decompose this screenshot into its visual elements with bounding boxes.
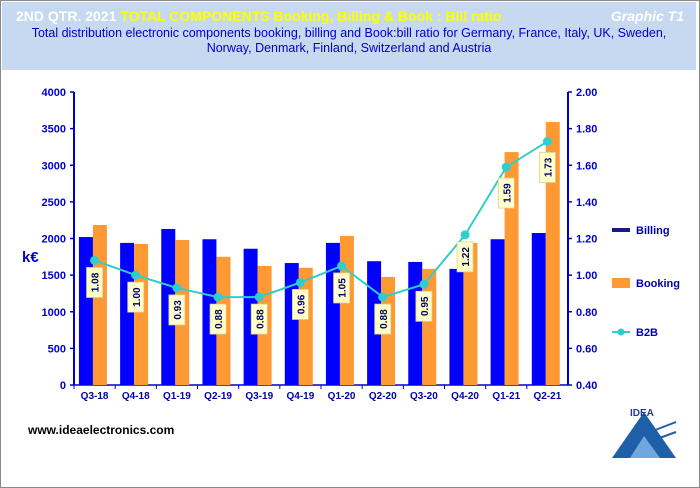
b2b-label-box [168,294,186,326]
y2-tick-label: 2.00 [576,87,597,99]
b2b-point [295,277,305,287]
y2-tick-label: 0.60 [576,343,597,355]
b2b-data-label: 1.59 [502,183,513,203]
b2b-label-box [250,303,268,335]
b2b-label-box [456,241,474,273]
y-tick-label: 1000 [42,307,66,319]
y-tick-label: 2000 [42,234,66,246]
logo-text: IDEA [630,408,654,419]
billing-bar [161,228,176,385]
subtitle-line-2: Norway, Denmark, Finland, Switzerland an… [206,41,492,55]
header: 2ND QTR. 2021 TOTAL COMPONENTS Booking, … [2,2,696,70]
x-tick-label: Q3-19 [245,391,273,402]
b2b-data-label: 0.96 [296,294,307,314]
x-tick-label: Q4-18 [122,391,150,402]
title-prefix: 2ND QTR. 2021 [16,8,117,24]
x-tick-label: Q1-21 [492,391,520,402]
b2b-label-box [292,289,309,320]
b2b-line [94,140,548,299]
b2b-label-box [374,303,392,335]
booking-bar [504,152,519,385]
x-tick-label: Q3-18 [81,391,109,402]
b2b-point [131,270,141,280]
billing-bar [531,233,546,385]
booking-bar [463,242,478,385]
legend-label: Billing [636,225,670,237]
b2b-point [337,261,347,271]
b2b-point [254,292,264,302]
y-tick-label: 3000 [42,160,66,172]
b2b-label-box [415,290,433,322]
b2b-data-label: 0.93 [173,300,184,320]
x-tick-label: Q1-19 [163,391,191,402]
subtitle: Total distribution electronic components… [2,26,696,56]
booking-bar [92,224,107,385]
billing-bar [408,261,423,385]
b2b-data-label: 0.88 [214,309,225,329]
x-tick-label: Q2-21 [534,391,562,402]
b2b-data-label: 0.88 [255,309,266,329]
y2-tick-label: 1.40 [576,197,597,209]
x-tick-label: Q2-20 [369,391,397,402]
booking-bar [545,122,560,385]
chart-title: 2ND QTR. 2021 TOTAL COMPONENTS Booking, … [16,8,501,24]
legend-booking-swatch [612,278,630,288]
y2-tick-label: 1.60 [576,160,597,172]
y-tick-label: 3500 [42,124,66,136]
y-tick-label: 500 [48,343,66,355]
y2-tick-label: 0.80 [576,307,597,319]
legend-b2b-marker [617,328,625,336]
b2b-point [460,230,470,240]
legend-label: B2B [636,327,658,339]
b2b-data-label: 1.08 [91,272,102,292]
b2b-data-label: 1.73 [543,157,554,177]
b2b-point [213,292,223,302]
b2b-point [501,162,511,172]
legend-label: Booking [636,278,680,290]
idea-logo: IDEA [612,408,677,458]
booking-bar [339,235,354,385]
b2b-data-label: 1.00 [132,287,143,307]
subtitle-line-1: Total distribution electronic components… [31,26,667,40]
billing-bar [202,239,217,385]
x-tick-label: Q1-20 [328,391,356,402]
title-main: TOTAL COMPONENTS Booking, Billing & Book… [120,8,502,24]
billing-bar [449,268,464,385]
b2b-data-label: 0.95 [420,296,431,316]
b2b-point [542,136,552,146]
y2-tick-label: 1.80 [576,124,597,136]
b2b-point [172,283,182,293]
b2b-label-box [127,281,145,313]
b2b-label-box [209,303,227,335]
x-tick-label: Q4-20 [451,391,479,402]
billing-bar [243,248,258,385]
graphic-label: Graphic T1 [610,8,684,24]
b2b-data-label: 1.05 [338,278,349,298]
y-tick-label: 2500 [42,197,66,209]
y-tick-label: 4000 [42,87,66,99]
b2b-label-box [333,272,350,304]
b2b-point [90,255,100,265]
x-tick-label: Q3-20 [410,391,438,402]
b2b-label-box [86,267,103,298]
website-url[interactable]: www.ideaelectronics.com [28,423,175,437]
y-axis-label: k€ [22,249,39,266]
billing-bar [490,239,505,385]
booking-bar [134,243,149,385]
b2b-data-label: 1.22 [461,247,472,267]
y2-tick-label: 1.20 [576,234,597,246]
x-tick-label: Q4-19 [287,391,315,402]
y2-tick-label: 1.00 [576,270,597,282]
b2b-label-box [539,152,556,183]
b2b-label-box [497,177,515,209]
y2-tick-label: 0.40 [576,380,597,392]
y-tick-label: 1500 [42,270,66,282]
b2b-data-label: 0.88 [379,309,390,329]
b2b-point [419,279,429,289]
y-tick-label: 0 [60,380,66,392]
billing-bar [120,242,135,385]
b2b-point [378,292,388,302]
x-tick-label: Q2-19 [204,391,232,402]
